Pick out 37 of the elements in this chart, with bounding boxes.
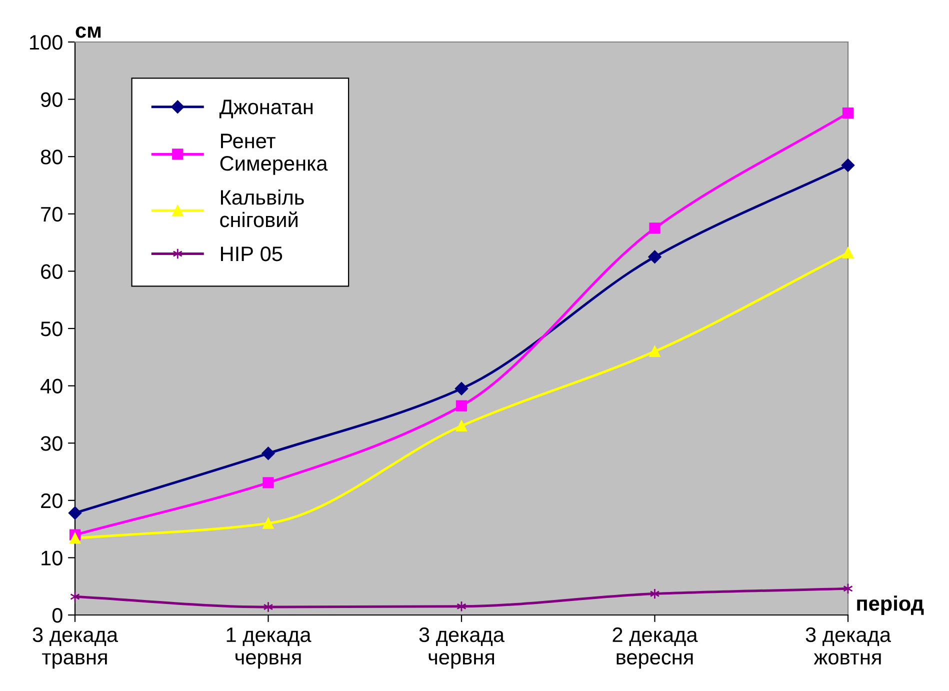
legend-label: НІР 05 bbox=[221, 246, 282, 262]
point bbox=[649, 346, 660, 357]
x-tick-label: 3 декада жовтня bbox=[806, 627, 892, 665]
point bbox=[841, 158, 855, 172]
y-tick-label: 0 bbox=[52, 608, 62, 623]
y-tick-label: 70 bbox=[41, 206, 62, 222]
legend-label: Джонатан bbox=[219, 100, 313, 118]
y-tick-label: 90 bbox=[41, 92, 62, 108]
y-tick-label: 50 bbox=[40, 322, 62, 336]
x-tick-label: 3 декада травня bbox=[32, 627, 118, 669]
y-tick-label: 80 bbox=[40, 150, 62, 164]
point bbox=[456, 420, 468, 432]
y-tick-label: 20 bbox=[41, 493, 62, 508]
point bbox=[842, 247, 854, 258]
x-tick-label: 3 декада червня bbox=[419, 627, 505, 669]
point bbox=[456, 400, 468, 412]
point bbox=[648, 250, 662, 264]
x-tick-label: 1 декада червня bbox=[226, 628, 312, 669]
y-tick-label: 30 bbox=[40, 436, 62, 451]
point bbox=[263, 601, 274, 613]
point bbox=[262, 446, 275, 460]
point bbox=[69, 532, 81, 544]
point bbox=[842, 107, 854, 119]
point bbox=[454, 382, 468, 396]
y-axis-title: см bbox=[76, 26, 101, 38]
point bbox=[68, 506, 82, 520]
legend-label: Ренет Симеренка bbox=[220, 134, 328, 175]
y-tick-label: 10 bbox=[42, 550, 62, 566]
y-tick-label: 100 bbox=[30, 35, 62, 50]
y-tick-label: 40 bbox=[40, 378, 62, 394]
x-tick-label: 2 декада вересня bbox=[612, 627, 698, 669]
legend-label: Кальвіль сніговий bbox=[220, 189, 304, 228]
x-axis-title: період bbox=[857, 596, 924, 615]
y-tick-label: 60 bbox=[41, 264, 62, 279]
point bbox=[262, 477, 274, 488]
point bbox=[649, 222, 660, 234]
point bbox=[262, 518, 274, 529]
